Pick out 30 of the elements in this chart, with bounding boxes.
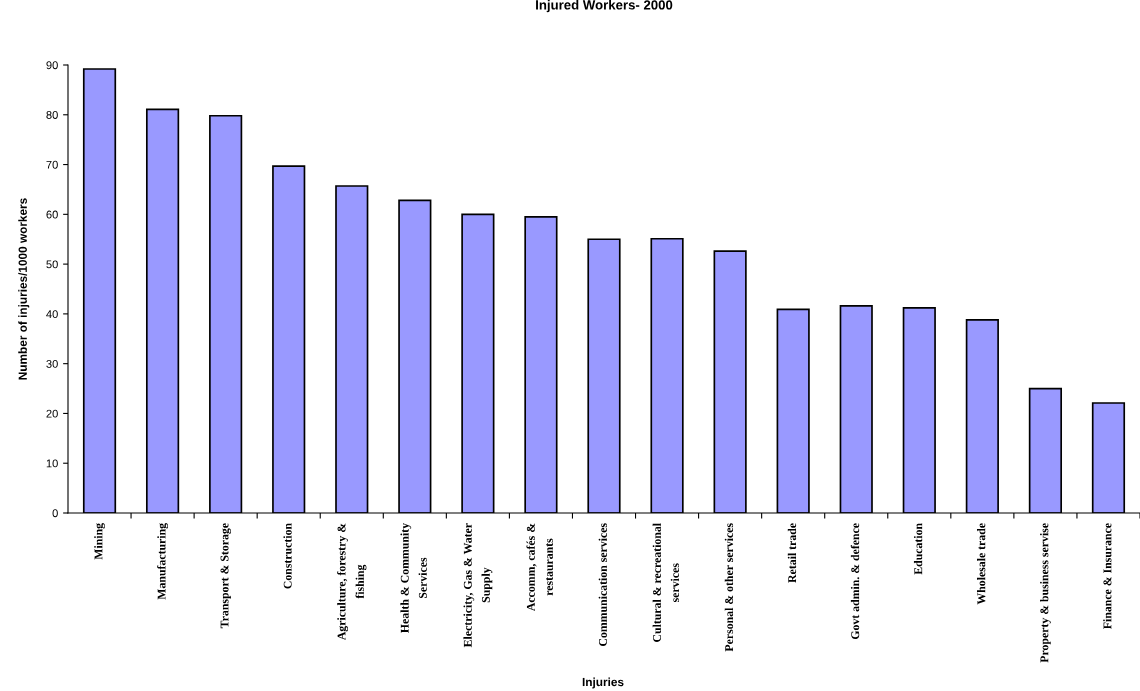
x-tick-label: Manufacturing — [157, 523, 169, 600]
x-tick-label: Wholesale trade — [977, 523, 986, 605]
y-tick-label: 20 — [46, 409, 58, 418]
y-tick-label: 90 — [46, 61, 58, 70]
y-axis-title: Number of injuries/1000 workers — [18, 198, 30, 380]
y-tick-label: 60 — [46, 210, 58, 219]
chart-title: Injured Workers- 2000 — [536, 0, 673, 13]
x-tick-label: Personal & other services — [724, 523, 734, 652]
y-tick-label: 70 — [46, 160, 58, 169]
x-tick-label: Govt admin. & defence — [850, 523, 860, 640]
y-tick-label: 30 — [46, 359, 58, 368]
y-tick-label: 40 — [46, 310, 58, 319]
x-tick-label: Retail trade — [787, 523, 797, 583]
x-tick-label: Electricity, Gas & Water Supply — [463, 523, 493, 648]
x-tick-label: Education — [913, 523, 923, 575]
x-tick-label: Finance & Insurance — [1103, 523, 1112, 629]
x-tick-label: Property & business servise — [1040, 523, 1051, 663]
y-tick-label: 0 — [52, 509, 58, 518]
x-tick-label: Construction — [283, 523, 292, 589]
x-tick-label: Agriculture, forestry & fishing — [337, 523, 367, 641]
x-axis-title: Injuries — [582, 677, 624, 689]
x-tick-label: Health & Community Services — [400, 523, 427, 633]
y-tick-label: 80 — [46, 111, 58, 119]
x-tick-label: Transport & Storage — [220, 523, 231, 629]
x-tick-label: Mining — [94, 523, 105, 560]
x-tick-label: Cultural & recreational services — [652, 523, 680, 642]
y-tick-label: 50 — [46, 260, 58, 269]
y-tick-label: 10 — [46, 459, 58, 468]
x-tick-label: Communication services — [598, 523, 607, 646]
x-tick-label: Accomm, cafés & restaurants — [526, 523, 553, 612]
